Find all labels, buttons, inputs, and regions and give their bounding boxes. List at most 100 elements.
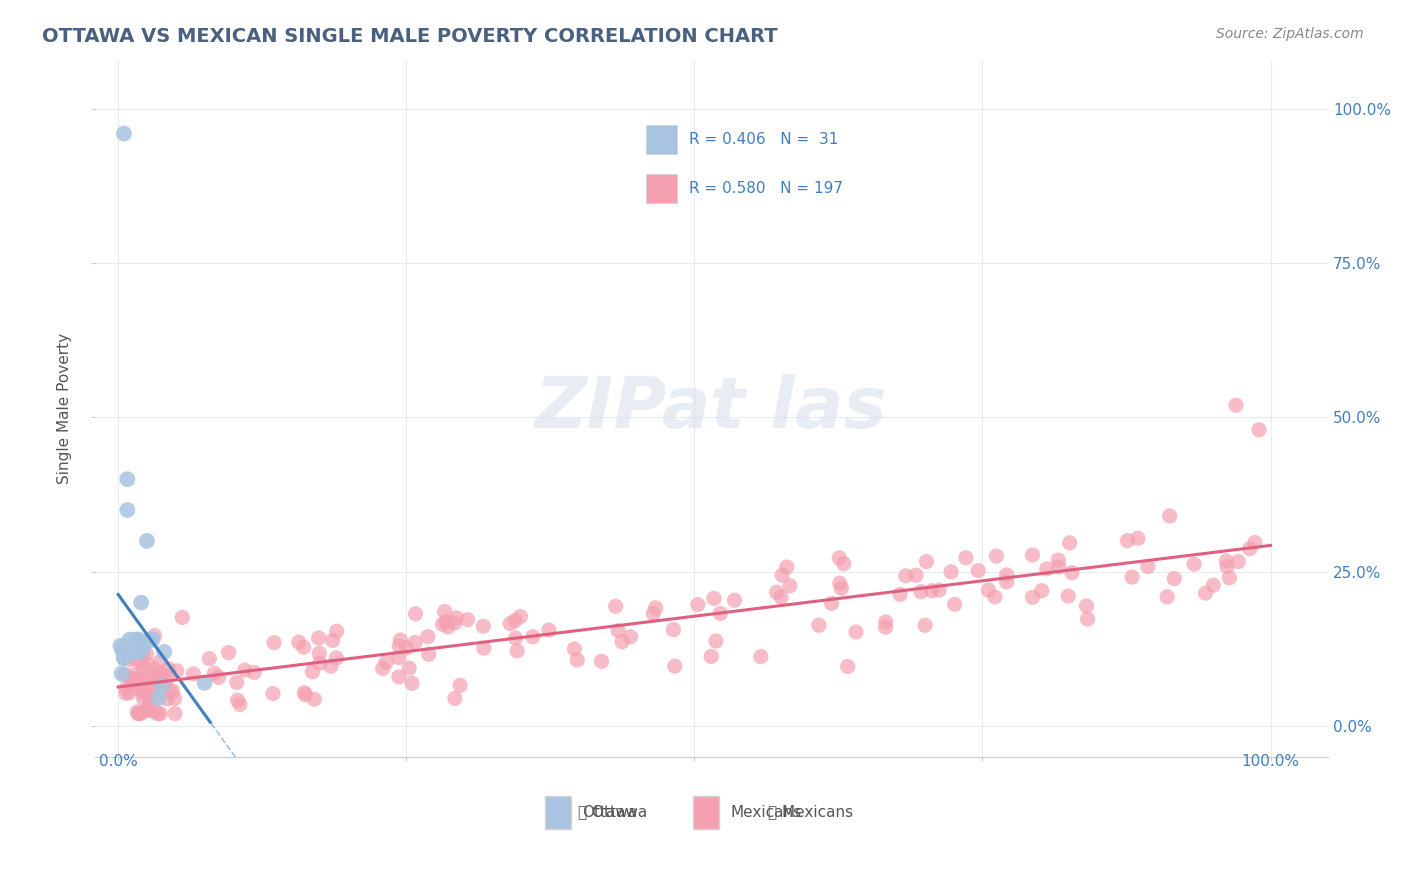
- Point: [875, 620, 897, 634]
- Point: [127, 681, 149, 696]
- Point: [845, 624, 868, 639]
- Point: [939, 565, 962, 579]
- Point: [1031, 583, 1053, 598]
- Point: [325, 651, 347, 665]
- Point: [986, 549, 1008, 563]
- Point: [146, 706, 169, 721]
- Point: [915, 555, 938, 569]
- Point: [472, 641, 495, 656]
- Point: [112, 127, 135, 141]
- Point: [149, 676, 172, 690]
- Point: [114, 667, 136, 681]
- Point: [132, 683, 155, 698]
- Text: OTTAWA VS MEXICAN SINGLE MALE POVERTY CORRELATION CHART: OTTAWA VS MEXICAN SINGLE MALE POVERTY CO…: [42, 27, 778, 45]
- Point: [162, 684, 184, 698]
- Point: [388, 670, 411, 684]
- Point: [111, 641, 134, 656]
- Point: [537, 623, 560, 637]
- Point: [389, 633, 412, 648]
- Point: [309, 656, 332, 670]
- Point: [112, 651, 135, 665]
- Point: [218, 646, 240, 660]
- Point: [114, 645, 136, 659]
- Point: [308, 646, 330, 660]
- Point: [138, 681, 160, 695]
- Point: [226, 693, 249, 707]
- Point: [153, 645, 176, 659]
- Point: [129, 645, 152, 659]
- Point: [995, 574, 1018, 589]
- Point: [143, 673, 166, 688]
- Point: [457, 613, 479, 627]
- Point: [294, 688, 316, 702]
- Point: [404, 635, 426, 649]
- Point: [503, 614, 526, 628]
- Point: [136, 657, 159, 672]
- Point: [163, 706, 186, 721]
- Point: [943, 598, 966, 612]
- Point: [131, 706, 153, 720]
- Point: [125, 632, 148, 647]
- Y-axis label: Single Male Poverty: Single Male Poverty: [58, 333, 72, 483]
- Text: ⬜ Mexicans: ⬜ Mexicans: [768, 804, 853, 819]
- Point: [433, 605, 456, 619]
- Point: [157, 668, 180, 682]
- Point: [135, 647, 157, 661]
- Point: [828, 550, 851, 565]
- Point: [202, 666, 225, 681]
- Point: [132, 659, 155, 673]
- Point: [709, 607, 731, 621]
- Point: [292, 640, 315, 655]
- Point: [121, 677, 143, 691]
- Point: [432, 617, 454, 632]
- Point: [984, 590, 1007, 604]
- Point: [509, 609, 531, 624]
- Point: [395, 640, 418, 655]
- Point: [607, 624, 630, 638]
- Point: [198, 651, 221, 665]
- Point: [110, 666, 132, 681]
- Point: [155, 674, 177, 689]
- Point: [166, 664, 188, 678]
- Point: [124, 639, 146, 653]
- Point: [928, 583, 950, 598]
- Point: [830, 582, 852, 596]
- Point: [605, 599, 627, 614]
- Point: [770, 568, 793, 582]
- Point: [142, 632, 165, 647]
- Point: [371, 661, 394, 675]
- Point: [749, 649, 772, 664]
- Point: [703, 591, 725, 606]
- Point: [142, 704, 165, 718]
- Point: [770, 591, 793, 605]
- Point: [967, 564, 990, 578]
- Point: [132, 686, 155, 700]
- Point: [121, 671, 143, 685]
- Text: ⬜ Ottawa: ⬜ Ottawa: [578, 804, 648, 819]
- Point: [644, 600, 666, 615]
- Point: [995, 567, 1018, 582]
- Point: [308, 631, 330, 645]
- Point: [837, 659, 859, 673]
- Point: [125, 674, 148, 689]
- Point: [505, 631, 527, 645]
- Point: [243, 665, 266, 680]
- Point: [229, 698, 252, 712]
- Point: [142, 690, 165, 705]
- Point: [564, 642, 586, 657]
- Point: [263, 635, 285, 649]
- Point: [1215, 554, 1237, 568]
- Point: [172, 610, 194, 624]
- Point: [1202, 578, 1225, 592]
- Point: [910, 584, 932, 599]
- Point: [704, 634, 727, 648]
- Point: [1225, 398, 1247, 412]
- Point: [325, 624, 347, 639]
- Point: [193, 675, 215, 690]
- Point: [443, 615, 465, 630]
- Point: [643, 607, 665, 621]
- Point: [1021, 591, 1043, 605]
- Point: [148, 675, 170, 690]
- Point: [127, 705, 149, 719]
- Point: [1247, 423, 1270, 437]
